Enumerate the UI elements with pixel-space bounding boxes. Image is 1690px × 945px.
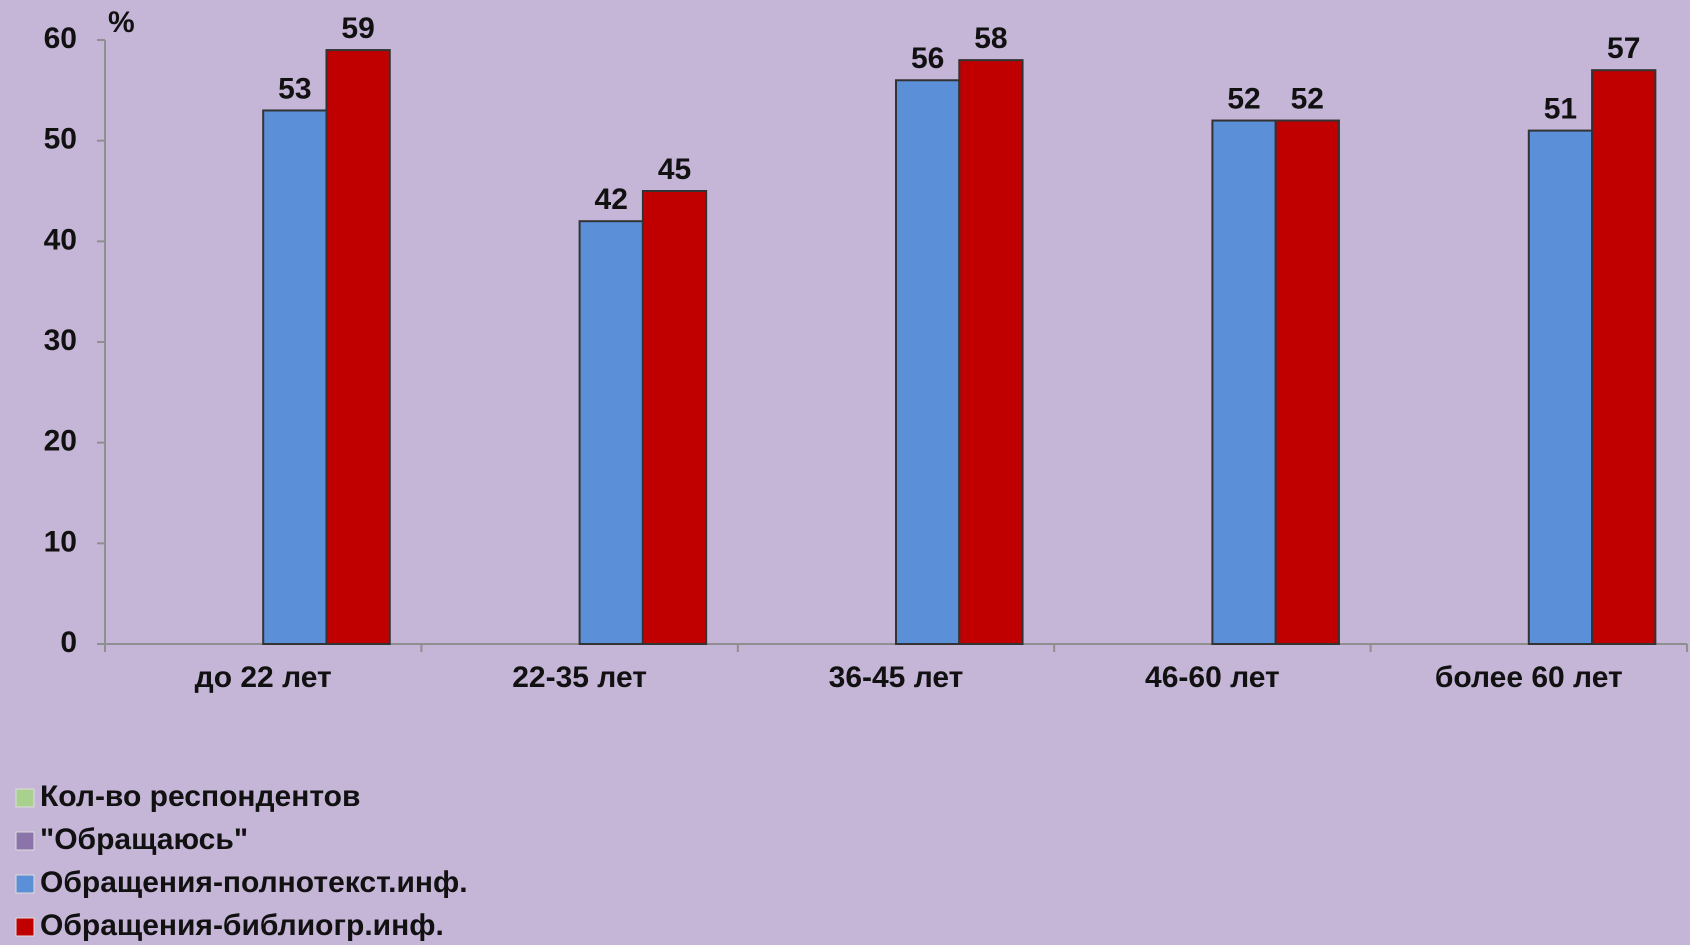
legend-label: "Обращаюсь" xyxy=(40,823,248,856)
y-tick-label: 50 xyxy=(44,123,77,156)
value-label: 56 xyxy=(911,42,944,75)
bar xyxy=(325,49,391,646)
bar xyxy=(1211,119,1277,646)
legend-swatch xyxy=(15,874,35,894)
legend-label: Обращения-библиогр.инф. xyxy=(40,909,444,942)
bar xyxy=(1527,129,1594,646)
value-label: 52 xyxy=(1227,82,1260,115)
bar xyxy=(578,220,644,645)
value-label: 59 xyxy=(341,12,374,45)
legend-label: Кол-во респондентов xyxy=(40,780,360,813)
value-label: 42 xyxy=(595,183,628,216)
legend-swatch xyxy=(15,917,35,937)
bar xyxy=(262,109,328,645)
value-label: 45 xyxy=(658,153,691,186)
bar xyxy=(641,190,708,645)
x-tick-label: более 60 лет xyxy=(1435,661,1623,694)
bar xyxy=(895,79,961,646)
y-tick-label: 10 xyxy=(44,525,77,558)
value-label: 57 xyxy=(1607,32,1640,65)
x-tick-label: 46-60 лет xyxy=(1145,661,1280,694)
value-label: 58 xyxy=(974,22,1007,55)
legend-swatch xyxy=(15,831,35,851)
y-tick-label: 60 xyxy=(44,22,77,55)
value-label: 51 xyxy=(1544,93,1577,126)
x-tick-label: 36-45 лет xyxy=(829,661,964,694)
x-tick-label: до 22 лет xyxy=(195,661,332,694)
y-tick-label: 30 xyxy=(44,324,77,357)
x-tick-label: 22-35 лет xyxy=(512,661,647,694)
legend-swatch xyxy=(15,788,35,808)
y-tick-label: 20 xyxy=(44,425,77,458)
bar xyxy=(958,59,1024,645)
y-axis-label: % xyxy=(108,6,135,39)
legend-label: Обращения-полнотекст.инф. xyxy=(40,866,468,899)
bar xyxy=(1591,69,1657,645)
value-label: 52 xyxy=(1291,82,1324,115)
y-tick-label: 0 xyxy=(60,626,77,659)
value-label: 53 xyxy=(278,72,311,105)
y-tick-label: 40 xyxy=(44,223,77,256)
bar xyxy=(1274,119,1340,646)
